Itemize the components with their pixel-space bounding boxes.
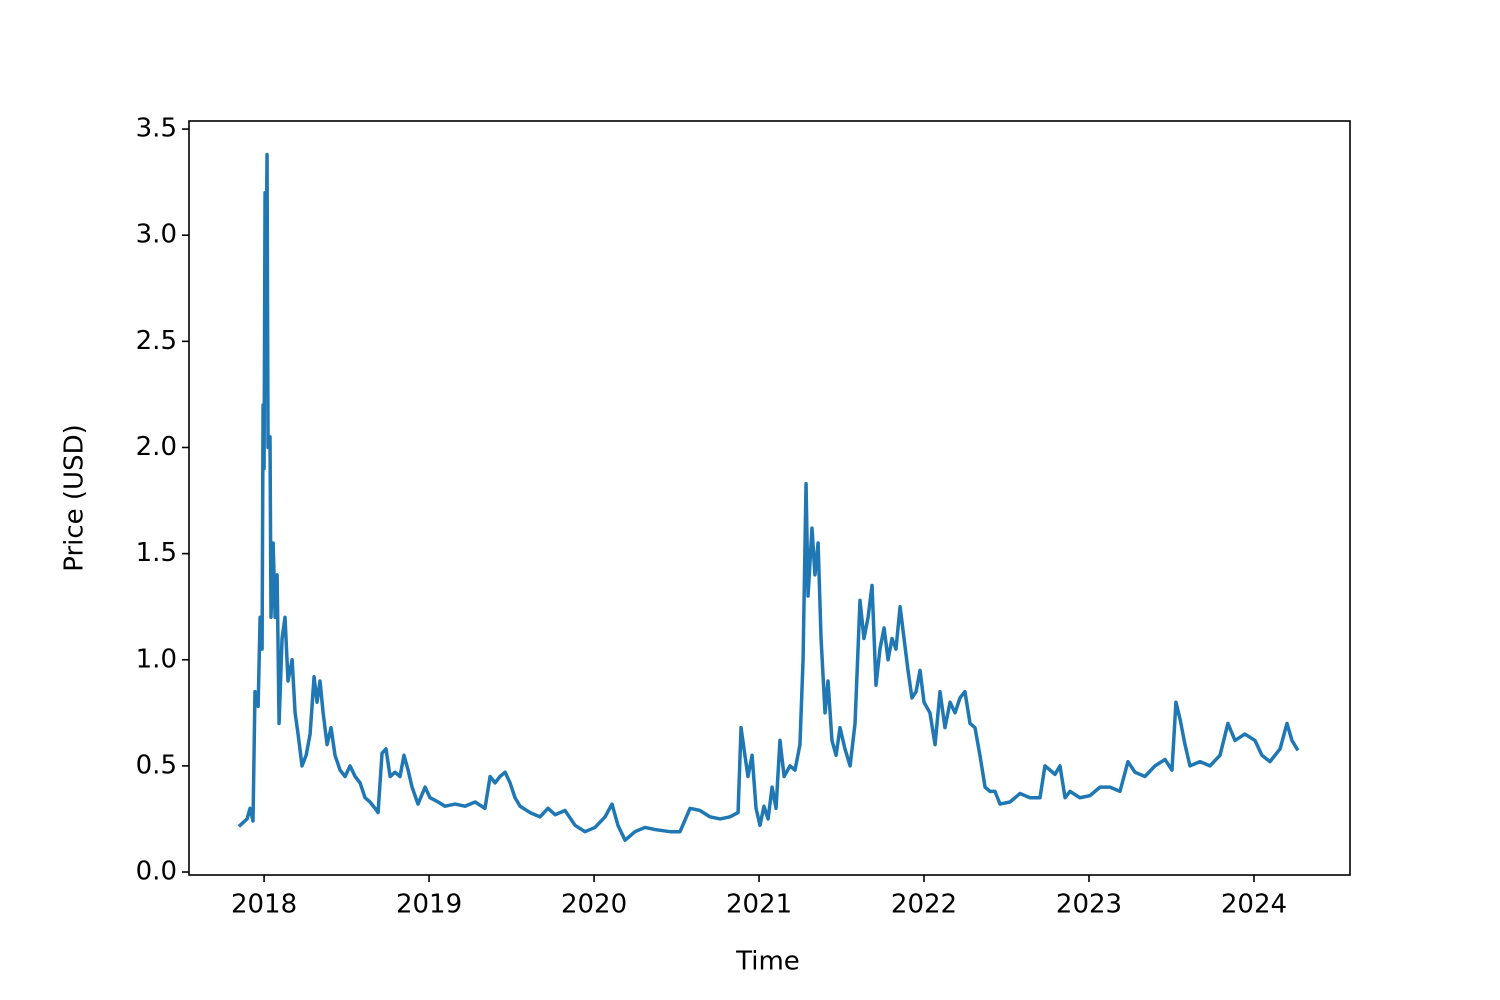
x-axis-label: Time [735,947,800,977]
price-line [237,152,1300,842]
x-tick-label: 2023 [1056,890,1122,920]
y-tick-label: 0.5 [136,750,177,780]
plot-frame [188,120,1351,876]
x-tick-label: 2024 [1221,890,1287,920]
x-tick-label: 2020 [561,890,627,920]
y-axis-label: Price (USD) [60,424,90,572]
x-tick-label: 2019 [396,890,462,920]
y-tick-label: 0.0 [136,857,177,887]
y-tick-label: 1.5 [136,538,177,568]
y-tick-label: 1.0 [136,644,177,674]
y-tick-label: 2.5 [136,326,177,356]
y-tick-label: 3.0 [136,220,177,250]
x-tick-label: 2021 [726,890,792,920]
x-tick-label: 2018 [231,890,297,920]
x-tick-label: 2022 [891,890,957,920]
y-tick-label: 2.0 [136,432,177,462]
y-tick-label: 3.5 [136,114,177,144]
